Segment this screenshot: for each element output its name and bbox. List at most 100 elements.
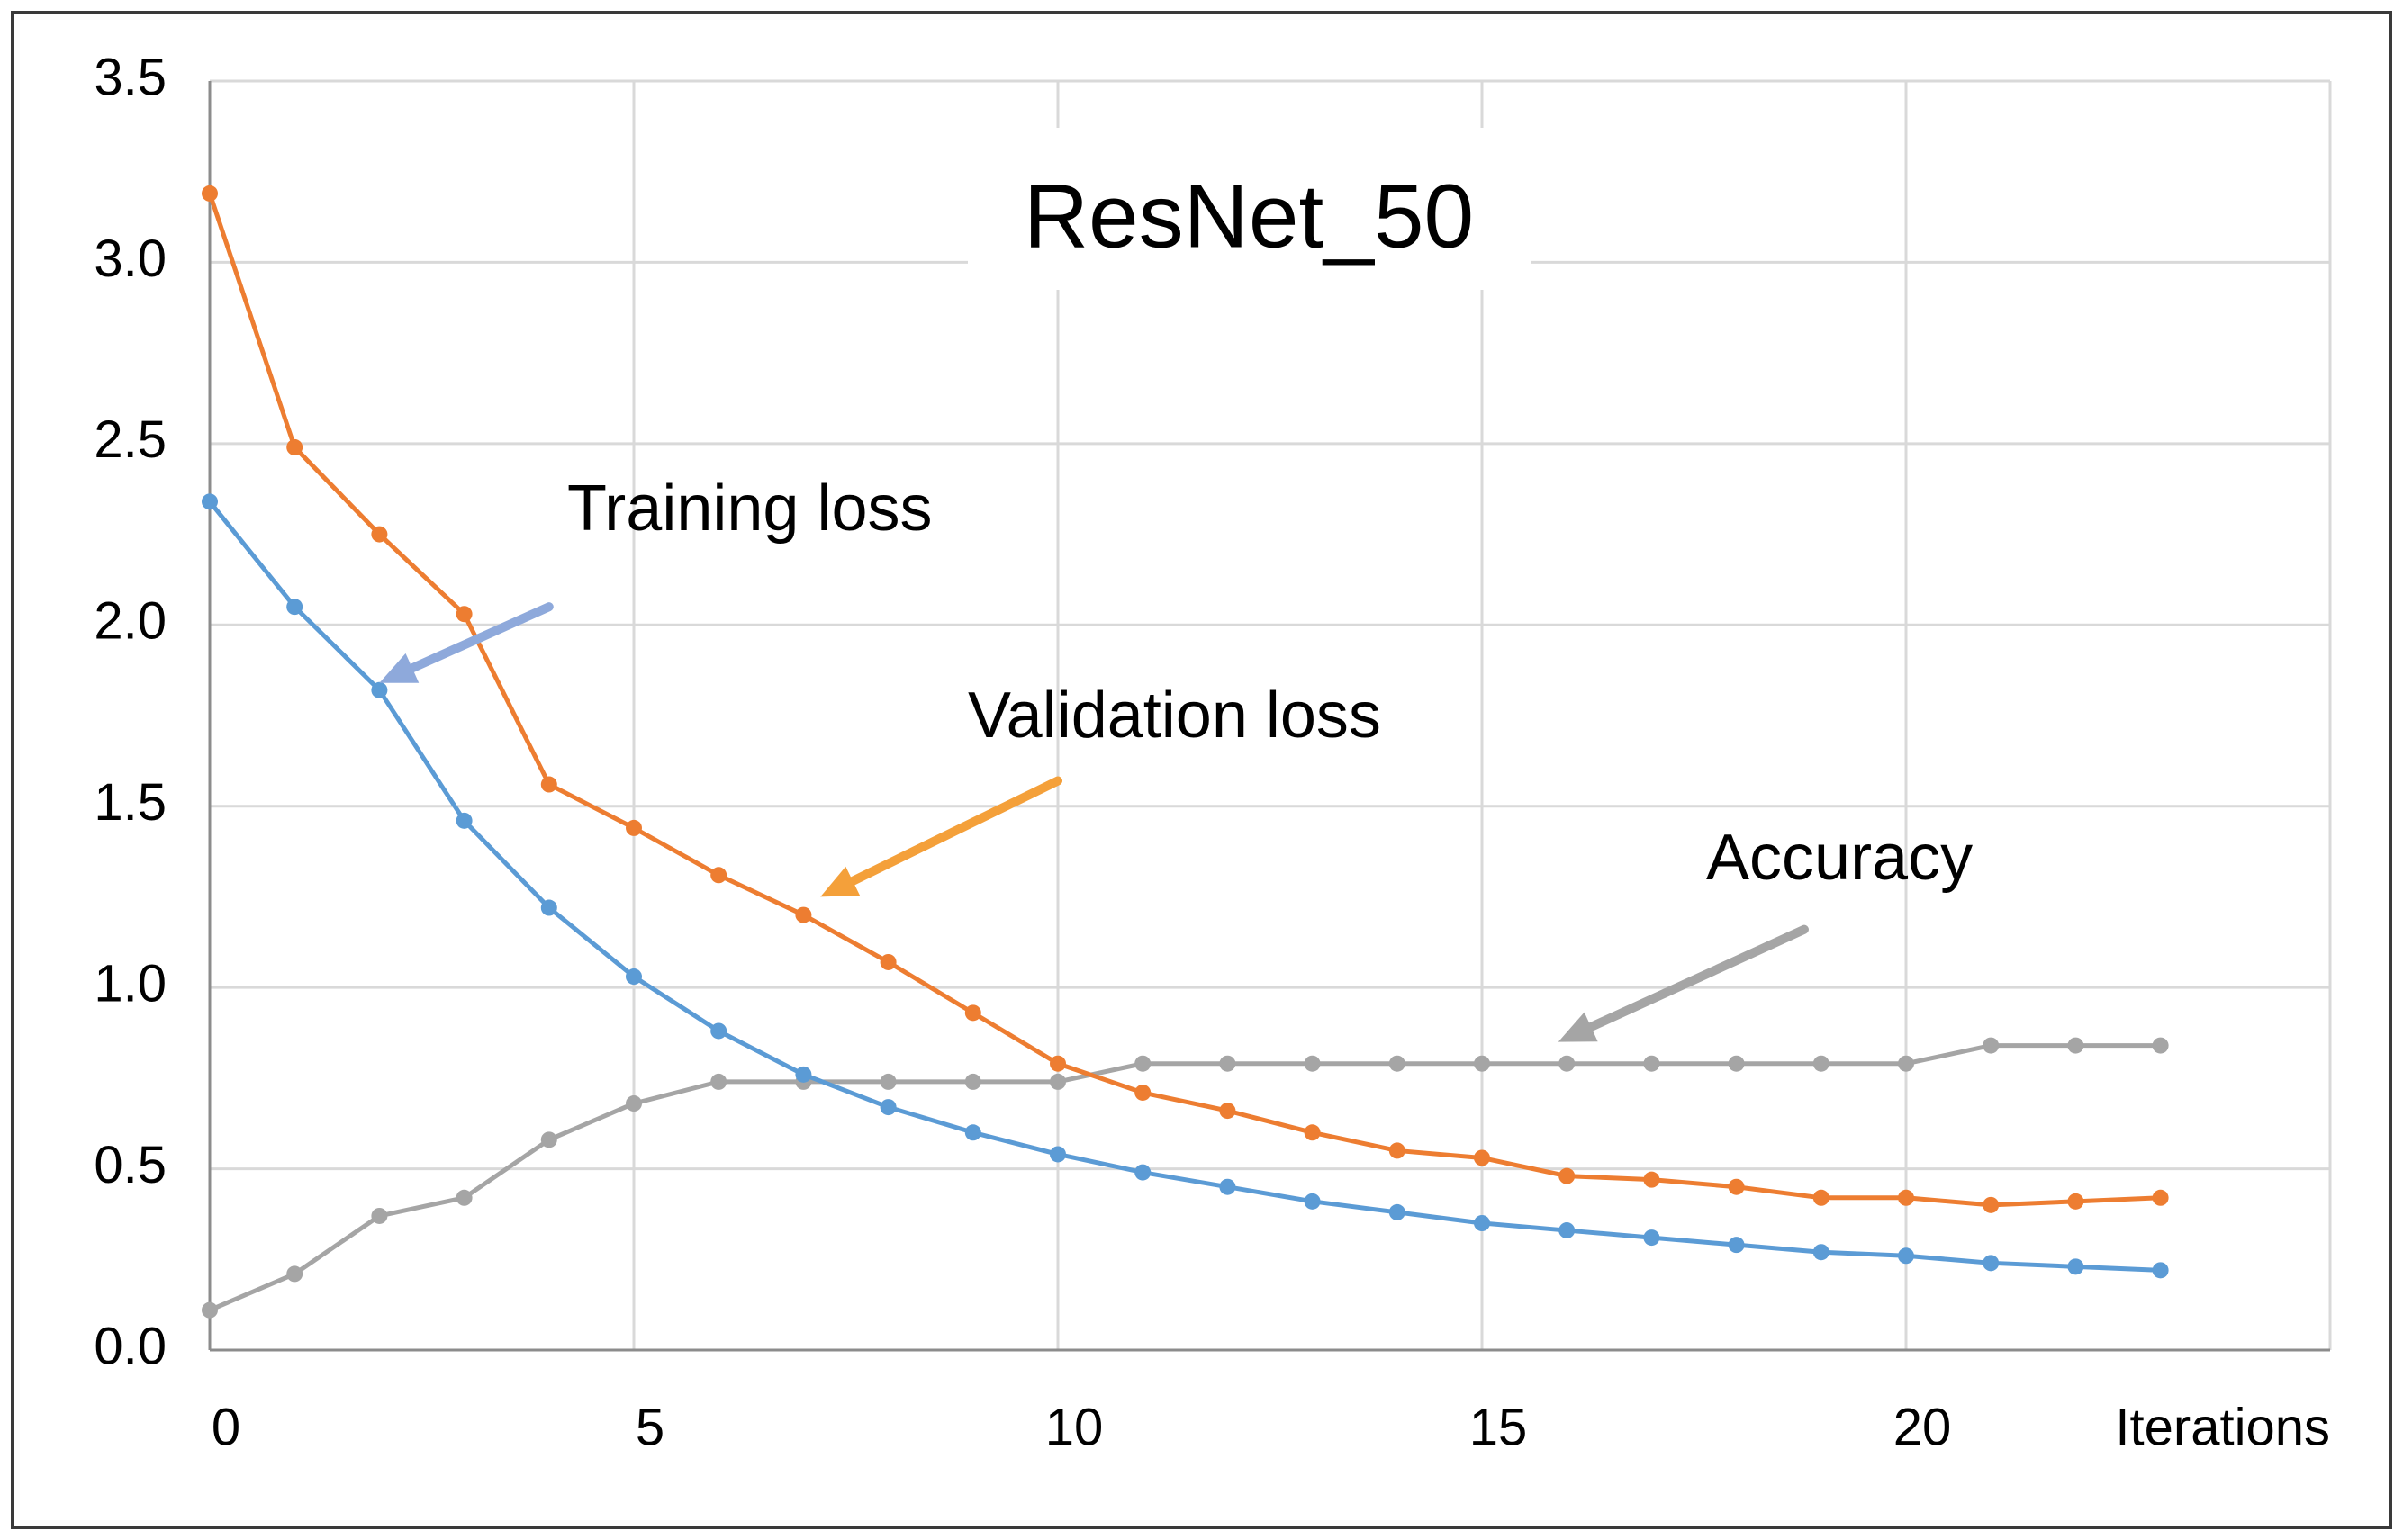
data-point	[371, 526, 388, 543]
data-point	[286, 599, 303, 616]
arrow-head	[379, 653, 420, 683]
y-tick-label: 3.5	[94, 48, 167, 106]
data-point	[1558, 1167, 1576, 1184]
series-validation-loss	[202, 185, 2169, 1213]
data-point	[964, 1124, 981, 1141]
data-point	[2067, 1193, 2084, 1210]
data-point	[1304, 1193, 1321, 1210]
data-point	[1812, 1244, 1829, 1261]
data-point	[626, 1095, 642, 1112]
data-point	[1898, 1247, 1914, 1265]
data-point	[371, 1207, 388, 1224]
data-point	[286, 438, 303, 455]
annotation-training-loss: Training loss	[379, 473, 933, 683]
data-point	[1643, 1171, 1660, 1188]
title-background	[968, 128, 1531, 290]
data-point	[626, 819, 642, 836]
data-point	[2067, 1258, 2084, 1275]
data-point	[1474, 1215, 1490, 1231]
annotation-label: Training loss	[567, 473, 933, 545]
series-line	[207, 193, 2161, 1208]
series-training-loss	[202, 493, 2169, 1279]
data-point	[1134, 1164, 1152, 1181]
data-point	[1983, 1037, 2000, 1054]
arrow-shaft	[1586, 924, 1809, 1031]
data-point	[540, 1131, 557, 1148]
data-point	[1388, 1055, 1405, 1072]
series-layer	[202, 185, 2169, 1319]
y-tick-label: 1.0	[94, 954, 167, 1013]
data-point	[371, 681, 388, 698]
data-point	[880, 1099, 897, 1116]
data-point	[1558, 1055, 1576, 1072]
x-tick-label: 0	[212, 1398, 240, 1456]
series-accuracy	[202, 1037, 2169, 1319]
data-point	[710, 1073, 727, 1090]
data-point	[1558, 1222, 1576, 1239]
chart-title: ResNet_50	[1024, 166, 1474, 266]
data-point	[1983, 1196, 2000, 1213]
annotation-validation-loss: Validation loss	[820, 680, 1381, 897]
data-point	[964, 1073, 981, 1090]
data-point	[1474, 1149, 1490, 1166]
data-point	[964, 1004, 981, 1022]
axes	[208, 81, 2330, 1352]
arrow-shaft	[407, 602, 554, 673]
arrow-head	[1558, 1012, 1598, 1042]
y-tick-label: 1.5	[94, 773, 167, 832]
data-point	[1983, 1255, 2000, 1272]
data-point	[795, 906, 812, 923]
arrow-shaft	[848, 776, 1062, 886]
data-point	[1898, 1189, 1914, 1206]
annotation-label: Accuracy	[1706, 822, 1973, 894]
data-point	[202, 185, 218, 202]
data-point	[1134, 1084, 1152, 1101]
data-point	[2152, 1262, 2169, 1279]
data-point	[1050, 1055, 1066, 1072]
data-point	[1050, 1146, 1066, 1163]
data-point	[456, 606, 473, 623]
data-point	[1304, 1124, 1321, 1141]
y-tick-label: 0.5	[94, 1136, 167, 1194]
data-point	[1388, 1142, 1405, 1159]
data-point	[202, 1301, 218, 1319]
data-point	[1728, 1055, 1745, 1072]
y-tick-label: 2.5	[94, 410, 167, 469]
data-point	[1304, 1055, 1321, 1072]
arrow-head	[820, 866, 861, 897]
data-point	[710, 867, 727, 884]
data-point	[2067, 1037, 2084, 1054]
gridlines	[210, 79, 2332, 1350]
data-point	[1388, 1203, 1405, 1220]
data-point	[1728, 1178, 1745, 1195]
x-axis-label: Iterations	[2115, 1398, 2330, 1456]
data-point	[1050, 1073, 1066, 1090]
data-point	[1219, 1103, 1236, 1120]
data-point	[1898, 1055, 1914, 1072]
y-tick-label: 3.0	[94, 230, 167, 288]
annotation-layer: Training loss Validation loss Accuracy	[379, 473, 1973, 1042]
data-point	[456, 812, 473, 829]
data-point	[626, 968, 642, 986]
data-point	[540, 776, 557, 793]
data-point	[2152, 1037, 2169, 1054]
data-point	[1219, 1178, 1236, 1195]
x-tick-label: 15	[1469, 1398, 1528, 1456]
x-tick-label: 10	[1045, 1398, 1104, 1456]
annotation-label: Validation loss	[968, 680, 1381, 752]
data-point	[880, 953, 897, 970]
data-point	[880, 1073, 897, 1090]
tick-labels: 0.0 0.5 1.0 1.5 2.0 2.5 3.0 3.5 0 5 10 15 20	[94, 48, 1951, 1456]
series-line	[208, 500, 2161, 1273]
data-point	[1219, 1055, 1236, 1072]
data-point	[710, 1022, 727, 1040]
data-point	[795, 1066, 812, 1083]
y-tick-label: 2.0	[94, 592, 167, 651]
x-tick-label: 5	[636, 1398, 664, 1456]
x-tick-label: 20	[1893, 1398, 1952, 1456]
y-tick-label: 0.0	[94, 1317, 167, 1375]
data-point	[1643, 1229, 1660, 1247]
data-point	[1812, 1055, 1829, 1072]
data-point	[2152, 1189, 2169, 1206]
